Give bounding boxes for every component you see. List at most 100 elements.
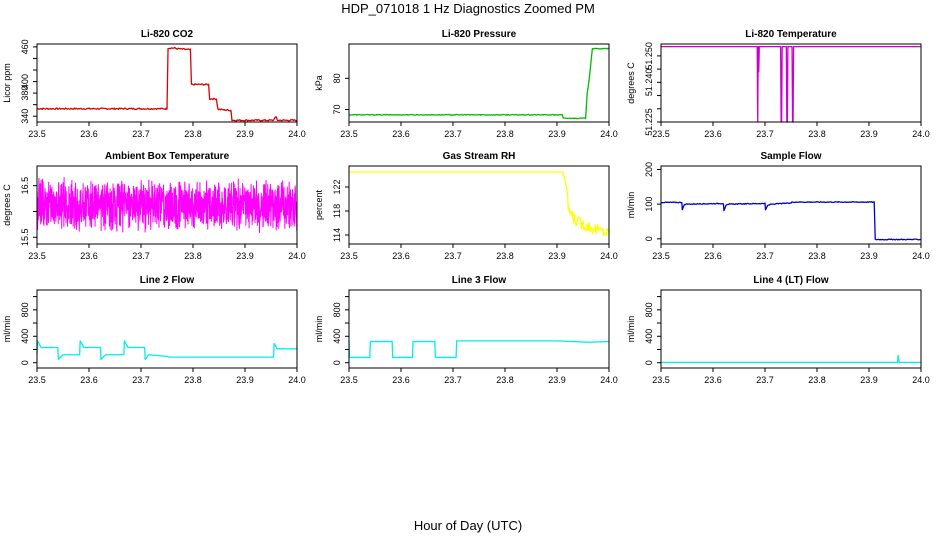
series-line (661, 354, 921, 364)
panel-sample-flow: Sample Flow ml/min 23.5 23.6 23.7 23.8 23.9 24.… (626, 151, 930, 261)
x-tick-label: 23.6 (392, 375, 410, 385)
x-tick-label: 23.9 (860, 129, 878, 139)
y-tick-label: 0 (644, 360, 654, 365)
panel-title: Line 3 Flow (452, 275, 507, 286)
x-tick-label: 23.6 (80, 375, 98, 385)
x-tick-label: 23.5 (28, 251, 46, 261)
x-tick-label: 23.7 (132, 251, 150, 261)
x-tick-label: 23.5 (340, 129, 358, 139)
x-tick-label: 23.8 (496, 251, 514, 261)
x-tick-label: 24.0 (288, 251, 306, 261)
plot-frame (348, 43, 610, 123)
y-tick-label: 200 (644, 162, 654, 177)
x-tick-label: 24.0 (288, 375, 306, 385)
x-tick-label: 24.0 (600, 251, 618, 261)
x-tick-label: 23.6 (704, 129, 722, 139)
plot-frame (36, 289, 298, 369)
series-line (36, 46, 298, 122)
y-tick-label: 400 (20, 74, 30, 89)
y-axis-label: degrees C (2, 184, 12, 226)
x-tick-label: 23.6 (392, 251, 410, 261)
y-tick-label: 800 (20, 302, 30, 317)
panel-li-820-pressure: Li-820 Pressure kPa 23.5 23.6 23.7 23.8 23.9 24… (314, 29, 618, 139)
y-axis-label: percent (314, 189, 324, 220)
y-tick-label: 118 (332, 204, 342, 218)
series-line (349, 171, 610, 237)
plot-frame (348, 289, 610, 369)
x-tick-label: 23.9 (548, 375, 566, 385)
panel-line-2-flow: Line 2 Flow ml/min 23.5 23.6 23.7 23.8 23.9 24.… (2, 275, 306, 385)
plot-frame (660, 165, 922, 245)
y-tick-label: 0 (644, 236, 654, 241)
panel-li-820-temperature: Li-820 Temperature degrees C 23.5 23.6 23.7 2… (626, 29, 930, 139)
page-title: HDP_071018 1 Hz Diagnostics Zoomed PM (341, 1, 595, 16)
panel-title: Li-820 CO2 (141, 29, 194, 40)
plot-frame (36, 43, 298, 123)
plot-frame (660, 289, 922, 369)
panel-title: Li-820 Pressure (442, 29, 517, 40)
x-tick-label: 23.8 (496, 129, 514, 139)
x-tick-label: 23.5 (340, 251, 358, 261)
x-tick-label: 24.0 (600, 375, 618, 385)
y-tick-label: 800 (644, 302, 654, 317)
y-tick-label: 400 (644, 329, 654, 344)
x-tick-label: 24.0 (912, 129, 930, 139)
x-tick-label: 23.9 (860, 251, 878, 261)
y-tick-label: 100 (644, 197, 654, 212)
y-tick-label: 122 (332, 179, 342, 194)
plot-frame (36, 165, 298, 245)
y-tick-label: 400 (20, 329, 30, 344)
x-tick-label: 23.7 (756, 129, 774, 139)
y-tick-label: 80 (332, 73, 342, 83)
x-tick-label: 23.9 (548, 251, 566, 261)
series-line (661, 45, 921, 123)
x-tick-label: 23.9 (236, 251, 254, 261)
x-tick-label: 23.8 (808, 375, 826, 385)
x-tick-label: 23.5 (652, 375, 670, 385)
series-line (348, 47, 610, 120)
x-tick-label: 23.7 (444, 375, 462, 385)
y-axis-label: degrees C (626, 62, 636, 104)
x-tick-label: 23.7 (132, 129, 150, 139)
x-tick-label: 23.6 (80, 251, 98, 261)
y-tick-label: 70 (332, 105, 342, 115)
panel-line-4-lt-flow: Line 4 (LT) Flow ml/min 23.5 23.6 23.7 23.8 23… (626, 275, 930, 385)
x-tick-label: 23.5 (28, 375, 46, 385)
plot-frame (348, 165, 610, 245)
y-tick-label: 16.5 (20, 177, 30, 195)
y-axis-label: ml/min (2, 316, 12, 343)
x-tick-label: 23.8 (184, 251, 202, 261)
series-line (348, 340, 610, 359)
series-line (36, 340, 297, 361)
series-line (660, 201, 922, 241)
y-tick-label: 400 (332, 329, 342, 344)
x-tick-label: 23.5 (28, 129, 46, 139)
panel-title: Li-820 Temperature (745, 29, 837, 40)
x-tick-label: 23.7 (756, 375, 774, 385)
y-axis-label: kPa (314, 75, 324, 91)
x-tick-label: 23.9 (860, 375, 878, 385)
series-line (36, 177, 298, 234)
x-tick-label: 23.8 (808, 251, 826, 261)
x-tick-label: 24.0 (600, 129, 618, 139)
x-tick-label: 23.8 (808, 129, 826, 139)
panel-title: Line 2 Flow (140, 275, 195, 286)
y-axis-label: ml/min (626, 316, 636, 343)
x-tick-label: 23.7 (756, 251, 774, 261)
x-tick-label: 24.0 (288, 129, 306, 139)
y-tick-label: 51.225 (644, 108, 654, 136)
y-tick-label: 51.240 (644, 69, 654, 97)
x-tick-label: 23.9 (548, 129, 566, 139)
y-axis-label: Licor ppm (2, 63, 12, 103)
x-tick-label: 23.8 (184, 375, 202, 385)
y-tick-label: 0 (20, 360, 30, 365)
x-tick-label: 23.9 (236, 375, 254, 385)
y-tick-label: 340 (20, 109, 30, 124)
x-tick-label: 23.9 (236, 129, 254, 139)
x-tick-label: 23.8 (184, 129, 202, 139)
x-tick-label: 23.5 (652, 251, 670, 261)
x-tick-label: 23.5 (340, 375, 358, 385)
y-tick-label: 0 (332, 360, 342, 365)
y-tick-label: 114 (332, 228, 342, 242)
